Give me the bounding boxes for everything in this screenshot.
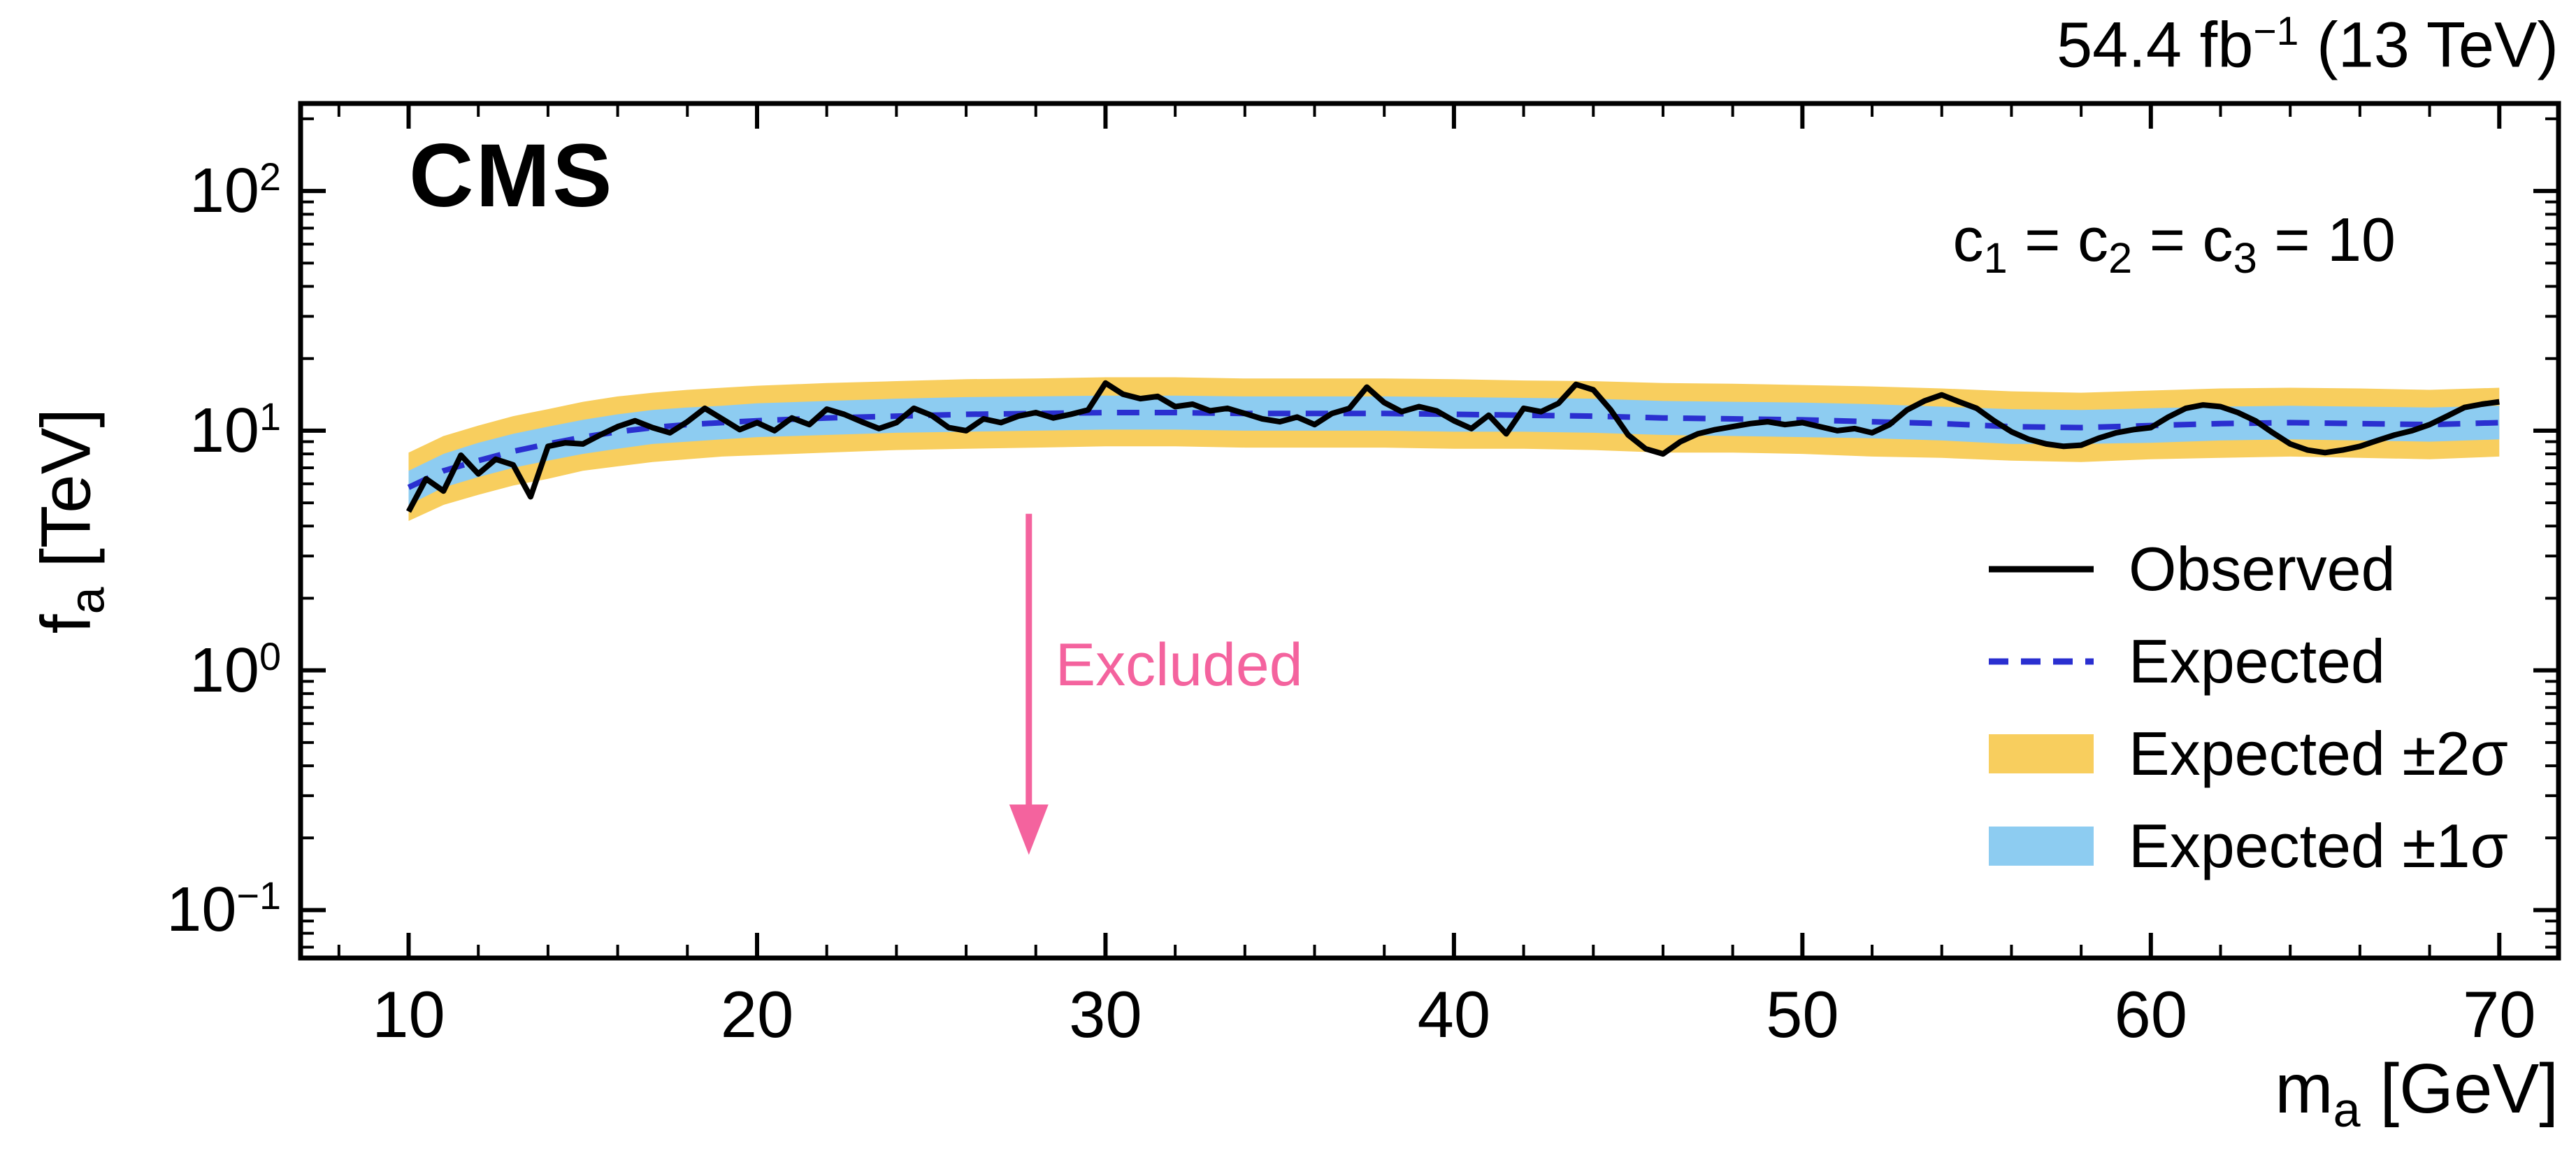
legend-label-observed: Observed: [2129, 534, 2396, 603]
y-tick-label: 100: [189, 634, 281, 706]
luminosity-energy-label: 54.4 fb−1 (13 TeV): [2057, 10, 2559, 81]
y-tick-label: 10−1: [166, 873, 281, 945]
y-tick-label: 102: [189, 155, 281, 227]
coupling-sub3: 3: [2233, 234, 2257, 283]
legend-label-expected-1sigma: Expected ±1σ: [2129, 811, 2508, 880]
expected-line: [407, 410, 2500, 490]
x-tick-label: 50: [1766, 978, 1839, 1051]
expected-dashed-line-icon: [1989, 658, 2094, 665]
coupling-value: = 10: [2257, 205, 2396, 274]
lumi-energy: (13 TeV): [2298, 9, 2559, 81]
x-tick-label: 10: [372, 978, 445, 1051]
x-axis-title: ma [GeV]: [2275, 1049, 2559, 1137]
legend-item-expected-1sigma: Expected ±1σ: [1989, 800, 2508, 892]
legend: Observed Expected Expected ±2σ Expected …: [1989, 523, 2508, 892]
legend-item-expected-2sigma: Expected ±2σ: [1989, 708, 2508, 800]
coupling-eq2: = c: [2132, 205, 2233, 274]
coupling-c: c: [1952, 205, 1984, 274]
plot-data-layer: [405, 377, 2500, 855]
plot-frame: [298, 101, 2561, 961]
cms-logo-text: CMS: [409, 126, 614, 226]
band-2sigma-icon: [1989, 734, 2094, 773]
y-title-symbol: f: [27, 614, 106, 634]
excluded-annotation: Excluded: [1055, 631, 1303, 699]
legend-label-expected: Expected: [2129, 627, 2385, 696]
x-tick-label: 70: [2462, 978, 2536, 1051]
x-title-subscript: a: [2333, 1082, 2361, 1137]
axis-ticks: [301, 103, 2559, 958]
x-title-symbol: m: [2275, 1050, 2333, 1128]
y-title-subscript: a: [59, 587, 115, 615]
x-tick-label: 30: [1069, 978, 1142, 1051]
lumi-exponent: −1: [2253, 9, 2299, 54]
x-title-unit: [GeV]: [2360, 1050, 2559, 1128]
coupling-sub2: 2: [2108, 234, 2133, 283]
band-1sigma-icon: [1989, 827, 2094, 866]
x-tick-label: 60: [2114, 978, 2188, 1051]
legend-item-expected: Expected: [1989, 615, 2508, 708]
lumi-value: 54.4 fb: [2057, 9, 2254, 81]
observed-line-icon: [1989, 566, 2094, 573]
x-tick-label: 40: [1417, 978, 1491, 1051]
coupling-sub1: 1: [1983, 234, 2008, 283]
y-tick-label: 101: [189, 394, 281, 466]
x-tick-label: 20: [720, 978, 794, 1051]
legend-item-observed: Observed: [1989, 523, 2508, 615]
excluded-arrow-head: [1009, 804, 1049, 855]
expected-1sigma-band: [408, 395, 2500, 506]
legend-label-expected-2sigma: Expected ±2σ: [2129, 719, 2508, 788]
observed-line: [405, 380, 2500, 513]
coupling-label: c1 = c2 = c3 = 10: [1952, 204, 2396, 283]
coupling-eq1: = c: [2007, 205, 2108, 274]
